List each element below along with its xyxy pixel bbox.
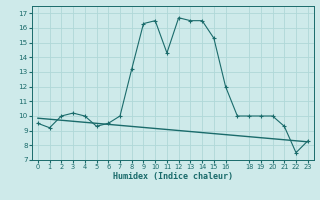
X-axis label: Humidex (Indice chaleur): Humidex (Indice chaleur) <box>113 172 233 181</box>
